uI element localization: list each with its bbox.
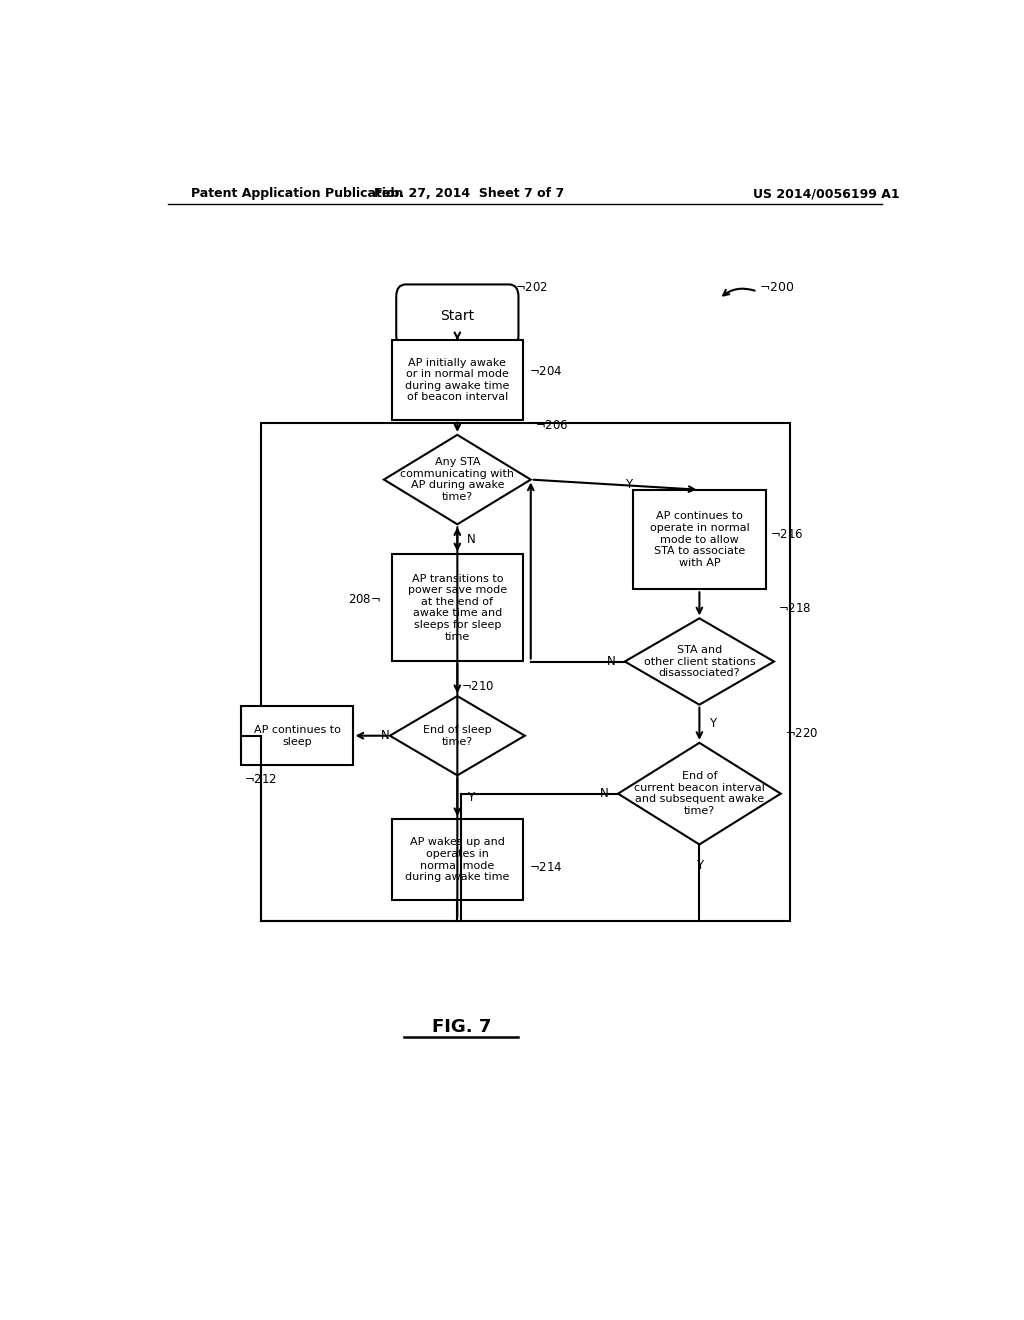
Text: AP continues to
operate in normal
mode to allow
STA to associate
with AP: AP continues to operate in normal mode t… — [649, 511, 750, 568]
Text: Start: Start — [440, 309, 474, 323]
Bar — [392, 554, 523, 661]
Text: $\neg$216: $\neg$216 — [770, 528, 804, 541]
Polygon shape — [390, 696, 524, 775]
Text: N: N — [381, 729, 389, 742]
Text: $\neg$218: $\neg$218 — [778, 602, 811, 615]
Polygon shape — [625, 618, 774, 705]
Text: $\neg$206: $\neg$206 — [535, 418, 568, 432]
Text: $\neg$202: $\neg$202 — [515, 281, 549, 293]
Text: $\neg$214: $\neg$214 — [529, 862, 563, 874]
Text: STA and
other client stations
disassociated?: STA and other client stations disassocia… — [643, 645, 756, 678]
Text: Patent Application Publication: Patent Application Publication — [191, 187, 403, 201]
Text: AP transitions to
power save mode
at the end of
awake time and
sleeps for sleep
: AP transitions to power save mode at the… — [408, 574, 507, 642]
Text: 208$\neg$: 208$\neg$ — [348, 593, 381, 606]
Text: FIG. 7: FIG. 7 — [432, 1019, 490, 1036]
Bar — [633, 490, 766, 589]
Text: $\neg$210: $\neg$210 — [461, 680, 495, 693]
Text: N: N — [467, 533, 475, 545]
Text: Y: Y — [625, 478, 632, 491]
Polygon shape — [618, 743, 780, 845]
Bar — [261, 422, 791, 921]
Bar — [392, 818, 523, 900]
Text: AP wakes up and
operates in
normal mode
during awake time: AP wakes up and operates in normal mode … — [406, 837, 510, 882]
Text: Y: Y — [696, 859, 702, 871]
Text: $\neg$220: $\neg$220 — [784, 727, 818, 739]
Text: End of sleep
time?: End of sleep time? — [423, 725, 492, 747]
Polygon shape — [384, 434, 530, 524]
Text: Y: Y — [709, 717, 716, 730]
Text: Any STA
communicating with
AP during awake
time?: Any STA communicating with AP during awa… — [400, 457, 514, 502]
Text: Feb. 27, 2014  Sheet 7 of 7: Feb. 27, 2014 Sheet 7 of 7 — [374, 187, 564, 201]
Text: AP continues to
sleep: AP continues to sleep — [254, 725, 340, 747]
FancyBboxPatch shape — [396, 284, 518, 347]
Text: Y: Y — [467, 791, 474, 804]
Text: N: N — [600, 787, 608, 800]
Bar — [242, 706, 352, 766]
Text: $\neg$212: $\neg$212 — [244, 774, 278, 787]
Text: US 2014/0056199 A1: US 2014/0056199 A1 — [753, 187, 900, 201]
Text: AP initially awake
or in normal mode
during awake time
of beacon interval: AP initially awake or in normal mode dur… — [406, 358, 510, 403]
Text: $\neg$200: $\neg$200 — [759, 281, 795, 294]
Text: N: N — [606, 655, 615, 668]
Bar — [392, 341, 523, 420]
Text: $\neg$204: $\neg$204 — [529, 366, 563, 379]
Text: End of
current beacon interval
and subsequent awake
time?: End of current beacon interval and subse… — [634, 771, 765, 816]
